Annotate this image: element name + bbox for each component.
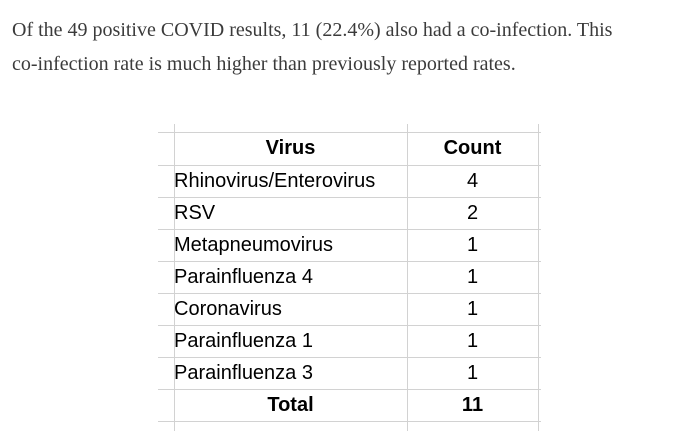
grid-line-horizontal — [158, 357, 541, 358]
virus-name-cell: Coronavirus — [174, 297, 282, 320]
grid-line-vertical — [174, 124, 175, 431]
grid-line-horizontal — [158, 389, 541, 390]
virus-name-cell: RSV — [174, 201, 216, 224]
count-cell: 1 — [466, 297, 479, 320]
count-cell: 1 — [466, 233, 479, 256]
coinfection-table-sheet: Virus Count Rhinovirus/Enterovirus 4 RSV… — [158, 124, 541, 431]
virus-name-cell: Metapneumovirus — [174, 233, 333, 256]
count-cell: 1 — [466, 329, 479, 352]
grid-line-horizontal — [158, 421, 541, 422]
column-header-virus: Virus — [265, 137, 316, 159]
virus-name-cell: Parainfluenza 3 — [174, 361, 313, 384]
intro-paragraph: Of the 49 positive COVID results, 11 (22… — [12, 13, 612, 81]
table-row: Rhinovirus/Enterovirus 4 — [174, 165, 538, 197]
virus-name-cell: Parainfluenza 4 — [174, 265, 313, 288]
grid-line-vertical — [538, 124, 539, 431]
virus-count-table: Virus Count Rhinovirus/Enterovirus 4 RSV… — [174, 132, 538, 421]
count-cell: 1 — [466, 265, 479, 288]
table-row: Parainfluenza 3 1 — [174, 357, 538, 389]
count-cell: 2 — [466, 201, 479, 224]
count-cell: 4 — [466, 169, 479, 192]
virus-name-cell: Parainfluenza 1 — [174, 329, 313, 352]
paragraph-line-1: Of the 49 positive COVID results, 11 (22… — [12, 19, 613, 41]
grid-line-horizontal — [158, 197, 541, 198]
grid-line-vertical — [407, 124, 408, 431]
grid-line-horizontal — [158, 325, 541, 326]
grid-line-horizontal — [158, 261, 541, 262]
paragraph-line-2: co-infection rate is much higher than pr… — [12, 53, 516, 75]
table-row: RSV 2 — [174, 197, 538, 229]
total-row: Total 11 — [174, 389, 538, 421]
table-header-row: Virus Count — [174, 132, 538, 165]
table-row: Metapneumovirus 1 — [174, 229, 538, 261]
count-cell: 1 — [466, 361, 479, 384]
virus-name-cell: Rhinovirus/Enterovirus — [174, 169, 376, 192]
grid-line-horizontal — [158, 293, 541, 294]
table-row: Coronavirus 1 — [174, 293, 538, 325]
table-row: Parainfluenza 1 1 — [174, 325, 538, 357]
total-count-cell: 11 — [461, 393, 484, 416]
grid-line-horizontal — [158, 132, 541, 133]
column-header-count: Count — [443, 137, 502, 159]
grid-line-horizontal — [158, 165, 541, 166]
grid-line-horizontal — [158, 229, 541, 230]
table-row: Parainfluenza 4 1 — [174, 261, 538, 293]
total-label-cell: Total — [267, 393, 314, 416]
